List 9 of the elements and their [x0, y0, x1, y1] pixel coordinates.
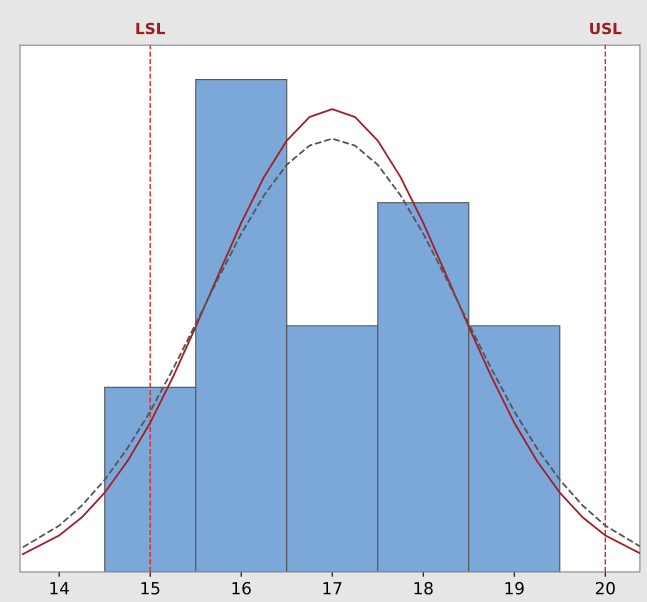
x-tick-label: 20 [596, 582, 615, 595]
x-tick-label: 16 [232, 582, 251, 595]
ref-line-label: LSL [136, 22, 166, 34]
ref-line-label: USL [590, 22, 622, 34]
x-tick-label: 17 [323, 582, 342, 594]
x-tick-label: 18 [414, 582, 433, 595]
x-tick-label: 14 [50, 582, 69, 594]
x-tick-label: 15 [141, 582, 160, 595]
x-tick-label: 19 [506, 582, 524, 595]
